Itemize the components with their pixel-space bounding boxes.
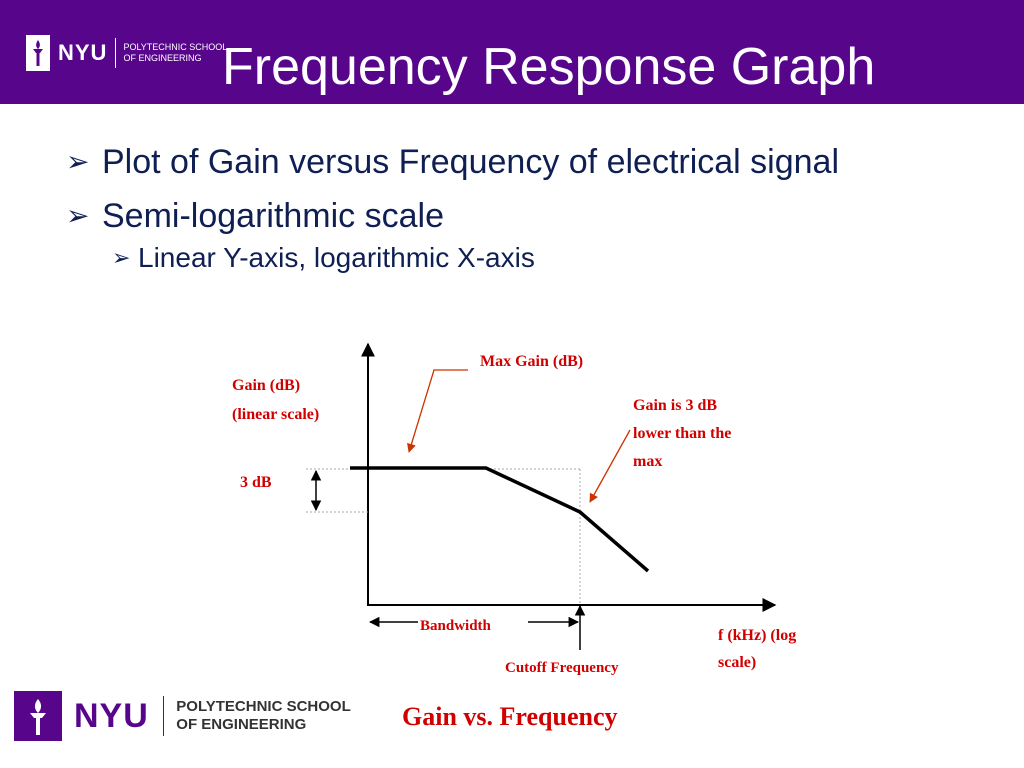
footer-school-name: POLYTECHNIC SCHOOL OF ENGINEERING [176, 698, 350, 734]
header-school-line2: OF ENGINEERING [123, 53, 202, 63]
max-gain-pointer [407, 369, 468, 453]
bullet-item: ➢ Semi-logarithmic scale [66, 194, 946, 238]
footer-school-line1: POLYTECHNIC SCHOOL [176, 698, 351, 715]
sub-bullet-item: ➢ Linear Y-axis, logarithmic X-axis [112, 240, 946, 276]
y-axis-label-line1: Gain (dB) [232, 377, 300, 394]
x-axis-label-line1: f (kHz) (log [718, 627, 796, 644]
bullet-text: Plot of Gain versus Frequency of electri… [102, 143, 840, 181]
header-school-name: POLYTECHNIC SCHOOL OF ENGINEERING [123, 42, 227, 64]
minus-3db-note-line1: Gain is 3 dB [633, 397, 717, 414]
sub-bullet-text: Linear Y-axis, logarithmic X-axis [138, 242, 535, 273]
header-logo-divider [115, 38, 117, 68]
bullet-arrow-icon: ➢ [66, 200, 90, 231]
bandwidth-label: Bandwidth [420, 618, 492, 634]
header-school-line1: POLYTECHNIC SCHOOL [123, 42, 228, 52]
sub-bullet-arrow-icon: ➢ [112, 245, 131, 270]
bullet-item: ➢ Plot of Gain versus Frequency of elect… [66, 140, 946, 184]
header-bar: NYU POLYTECHNIC SCHOOL OF ENGINEERING Fr… [0, 0, 1024, 104]
bullet-arrow-icon: ➢ [66, 146, 90, 177]
footer-logo-nyu: NYU [74, 696, 149, 735]
max-gain-label: Max Gain (dB) [480, 353, 583, 370]
minus-3db-pointer [589, 429, 631, 503]
header-logo-nyu: NYU [58, 40, 108, 65]
figure-caption: Gain vs. Frequency [402, 702, 618, 731]
footer-school-line2: OF ENGINEERING [176, 716, 307, 733]
bullet-list: ➢ Plot of Gain versus Frequency of elect… [66, 140, 946, 276]
footer-logo-divider [162, 696, 165, 736]
footer-torch-icon [14, 691, 62, 741]
response-curve [350, 466, 650, 573]
x-axis-label-line2: scale) [718, 654, 756, 671]
bullet-text: Semi-logarithmic scale [102, 197, 444, 235]
y-axis-label-line2: (linear scale) [232, 406, 319, 423]
three-db-label: 3 dB [240, 474, 272, 491]
minus-3db-note-line3: max [633, 453, 662, 470]
header-logo: NYU POLYTECHNIC SCHOOL OF ENGINEERING [26, 34, 227, 72]
torch-icon [26, 35, 50, 71]
minus-3db-note-line2: lower than the [633, 425, 731, 442]
footer-logo: NYU POLYTECHNIC SCHOOL OF ENGINEERING [14, 690, 351, 742]
slide-title: Frequency Response Graph [222, 38, 876, 96]
cutoff-frequency-label: Cutoff Frequency [505, 660, 619, 676]
